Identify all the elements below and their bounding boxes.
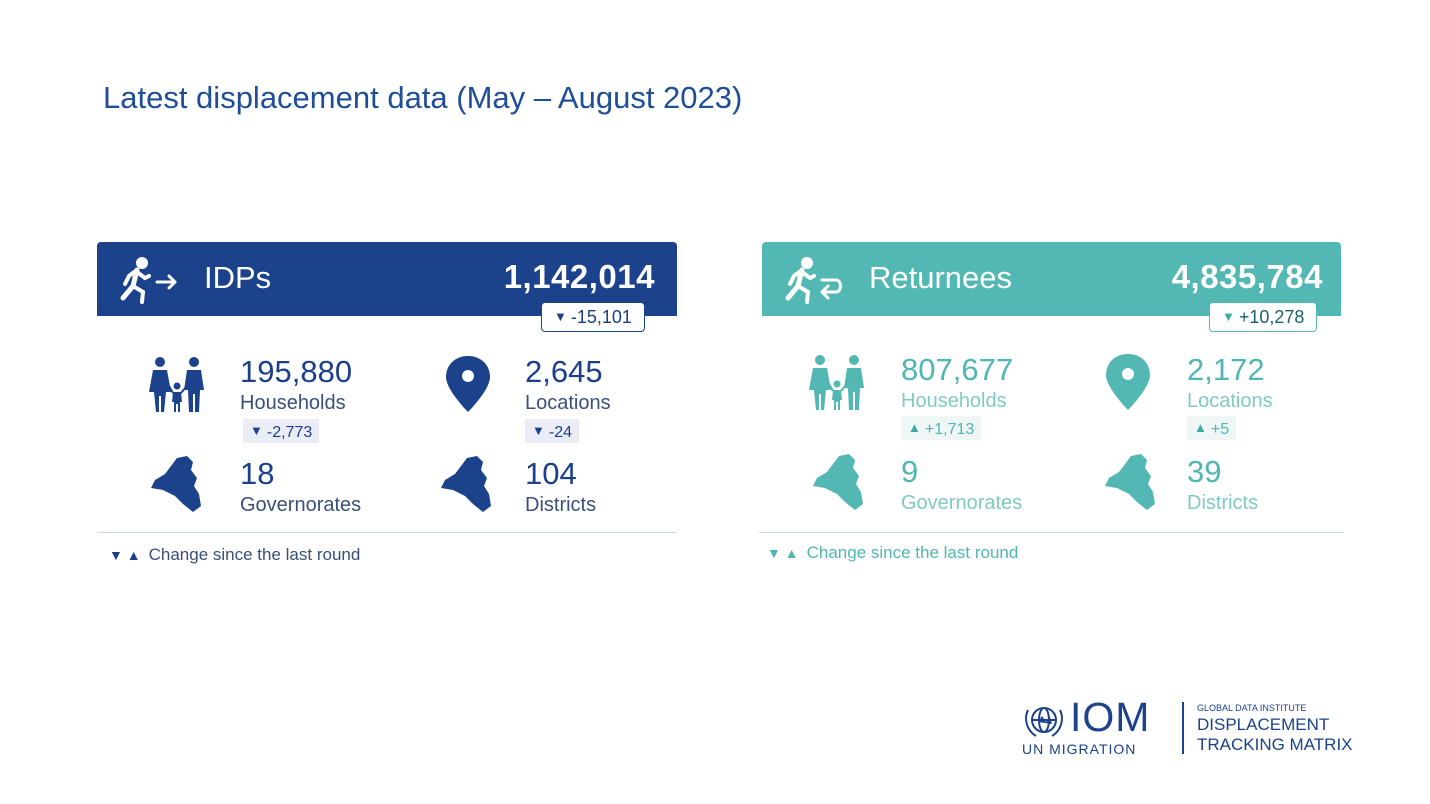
logo-institute: GLOBAL DATA INSTITUTE <box>1197 703 1307 713</box>
down-arrow-icon: ▼ <box>554 309 567 324</box>
down-arrow-icon: ▼ <box>250 423 263 438</box>
returnee-panel: Returnees 4,835,784 ▼ +10,278 807,677 Hou… <box>759 242 1344 572</box>
idp-households-change: ▼ -2,773 <box>243 419 320 443</box>
logo-product-line2: TRACKING MATRIX <box>1197 735 1353 754</box>
idp-footnote-text: Change since the last round <box>148 545 361 564</box>
returnee-households-label: Households <box>901 390 1007 412</box>
un-globe-icon <box>1025 707 1063 737</box>
idp-total-change: ▼ -15,101 <box>541 302 645 332</box>
returnee-footnote-text: Change since the last round <box>806 543 1019 562</box>
idp-households-change-value: -2,773 <box>266 424 313 441</box>
change-legend-icon: ▼ ▲ <box>767 545 799 561</box>
up-arrow-icon: ▲ <box>1194 420 1207 435</box>
idp-households-value: 195,880 <box>240 354 353 389</box>
returnee-governorates-value: 9 <box>901 454 919 489</box>
idp-total-change-value: -15,101 <box>570 307 632 327</box>
iraq-map-icon <box>441 456 491 512</box>
idp-districts-value: 104 <box>525 456 577 491</box>
returnee-households-value: 807,677 <box>901 352 1014 387</box>
idp-panel: IDPs 1,142,014 ▼ -15,101 195,880 Househol… <box>97 242 681 572</box>
location-pin-icon <box>1106 354 1150 410</box>
down-arrow-icon: ▼ <box>532 423 545 438</box>
returnee-label: Returnees <box>869 260 1013 295</box>
iom-dtm-logo: IOM UN MIGRATION GLOBAL DATA INSTITUTE D… <box>1020 694 1380 760</box>
person-running-arrow-icon <box>120 257 177 304</box>
idp-households-label: Households <box>240 392 346 414</box>
idp-governorates-value: 18 <box>240 456 275 491</box>
returnee-households-change-value: +1,713 <box>924 421 975 438</box>
logo-divider <box>1182 702 1184 754</box>
location-pin-icon <box>446 356 490 412</box>
divider <box>759 532 1344 533</box>
returnee-districts-label: Districts <box>1187 492 1259 514</box>
idp-governorates-label: Governorates <box>240 494 362 516</box>
iraq-map-icon <box>1105 454 1155 510</box>
logo-tagline: UN MIGRATION <box>1022 741 1137 757</box>
slide-title: Latest displacement data (May – August 2… <box>103 80 743 115</box>
idp-footnote: ▼ ▲ Change since the last round <box>109 545 360 565</box>
idp-locations-value: 2,645 <box>525 354 603 389</box>
returnee-locations-change-value: +5 <box>1210 421 1230 438</box>
iraq-map-icon <box>813 454 863 510</box>
idp-locations-change-value: -24 <box>548 424 572 441</box>
idp-locations-label: Locations <box>525 392 611 414</box>
up-arrow-icon: ▲ <box>908 420 921 435</box>
idp-total: 1,142,014 <box>503 258 655 295</box>
logo-product-line1: DISPLACEMENT <box>1197 715 1330 734</box>
returnee-locations-value: 2,172 <box>1187 352 1265 387</box>
family-icon <box>149 357 204 412</box>
idp-districts-label: Districts <box>525 494 597 516</box>
returnee-total: 4,835,784 <box>1171 258 1323 295</box>
idp-label: IDPs <box>204 260 272 295</box>
change-legend-icon: ▼ ▲ <box>109 547 141 563</box>
idp-banner: IDPs 1,142,014 <box>97 242 677 316</box>
returnee-locations-change: ▲ +5 <box>1187 416 1237 440</box>
returnee-footnote: ▼ ▲ Change since the last round <box>767 543 1018 563</box>
returnee-districts-value: 39 <box>1187 454 1222 489</box>
returnee-total-change-value: +10,278 <box>1238 307 1305 327</box>
returnee-governorates-label: Governorates <box>901 492 1023 514</box>
divider <box>97 532 677 533</box>
family-icon <box>809 355 864 410</box>
iraq-map-icon <box>151 456 201 512</box>
logo-org: IOM <box>1070 694 1151 740</box>
returnee-households-change: ▲ +1,713 <box>901 416 982 440</box>
idp-locations-change: ▼ -24 <box>525 419 579 443</box>
returnee-locations-label: Locations <box>1187 390 1273 412</box>
person-running-return-icon <box>785 257 842 304</box>
down-arrow-icon: ▼ <box>1222 309 1235 324</box>
returnee-total-change: ▼ +10,278 <box>1209 302 1318 332</box>
